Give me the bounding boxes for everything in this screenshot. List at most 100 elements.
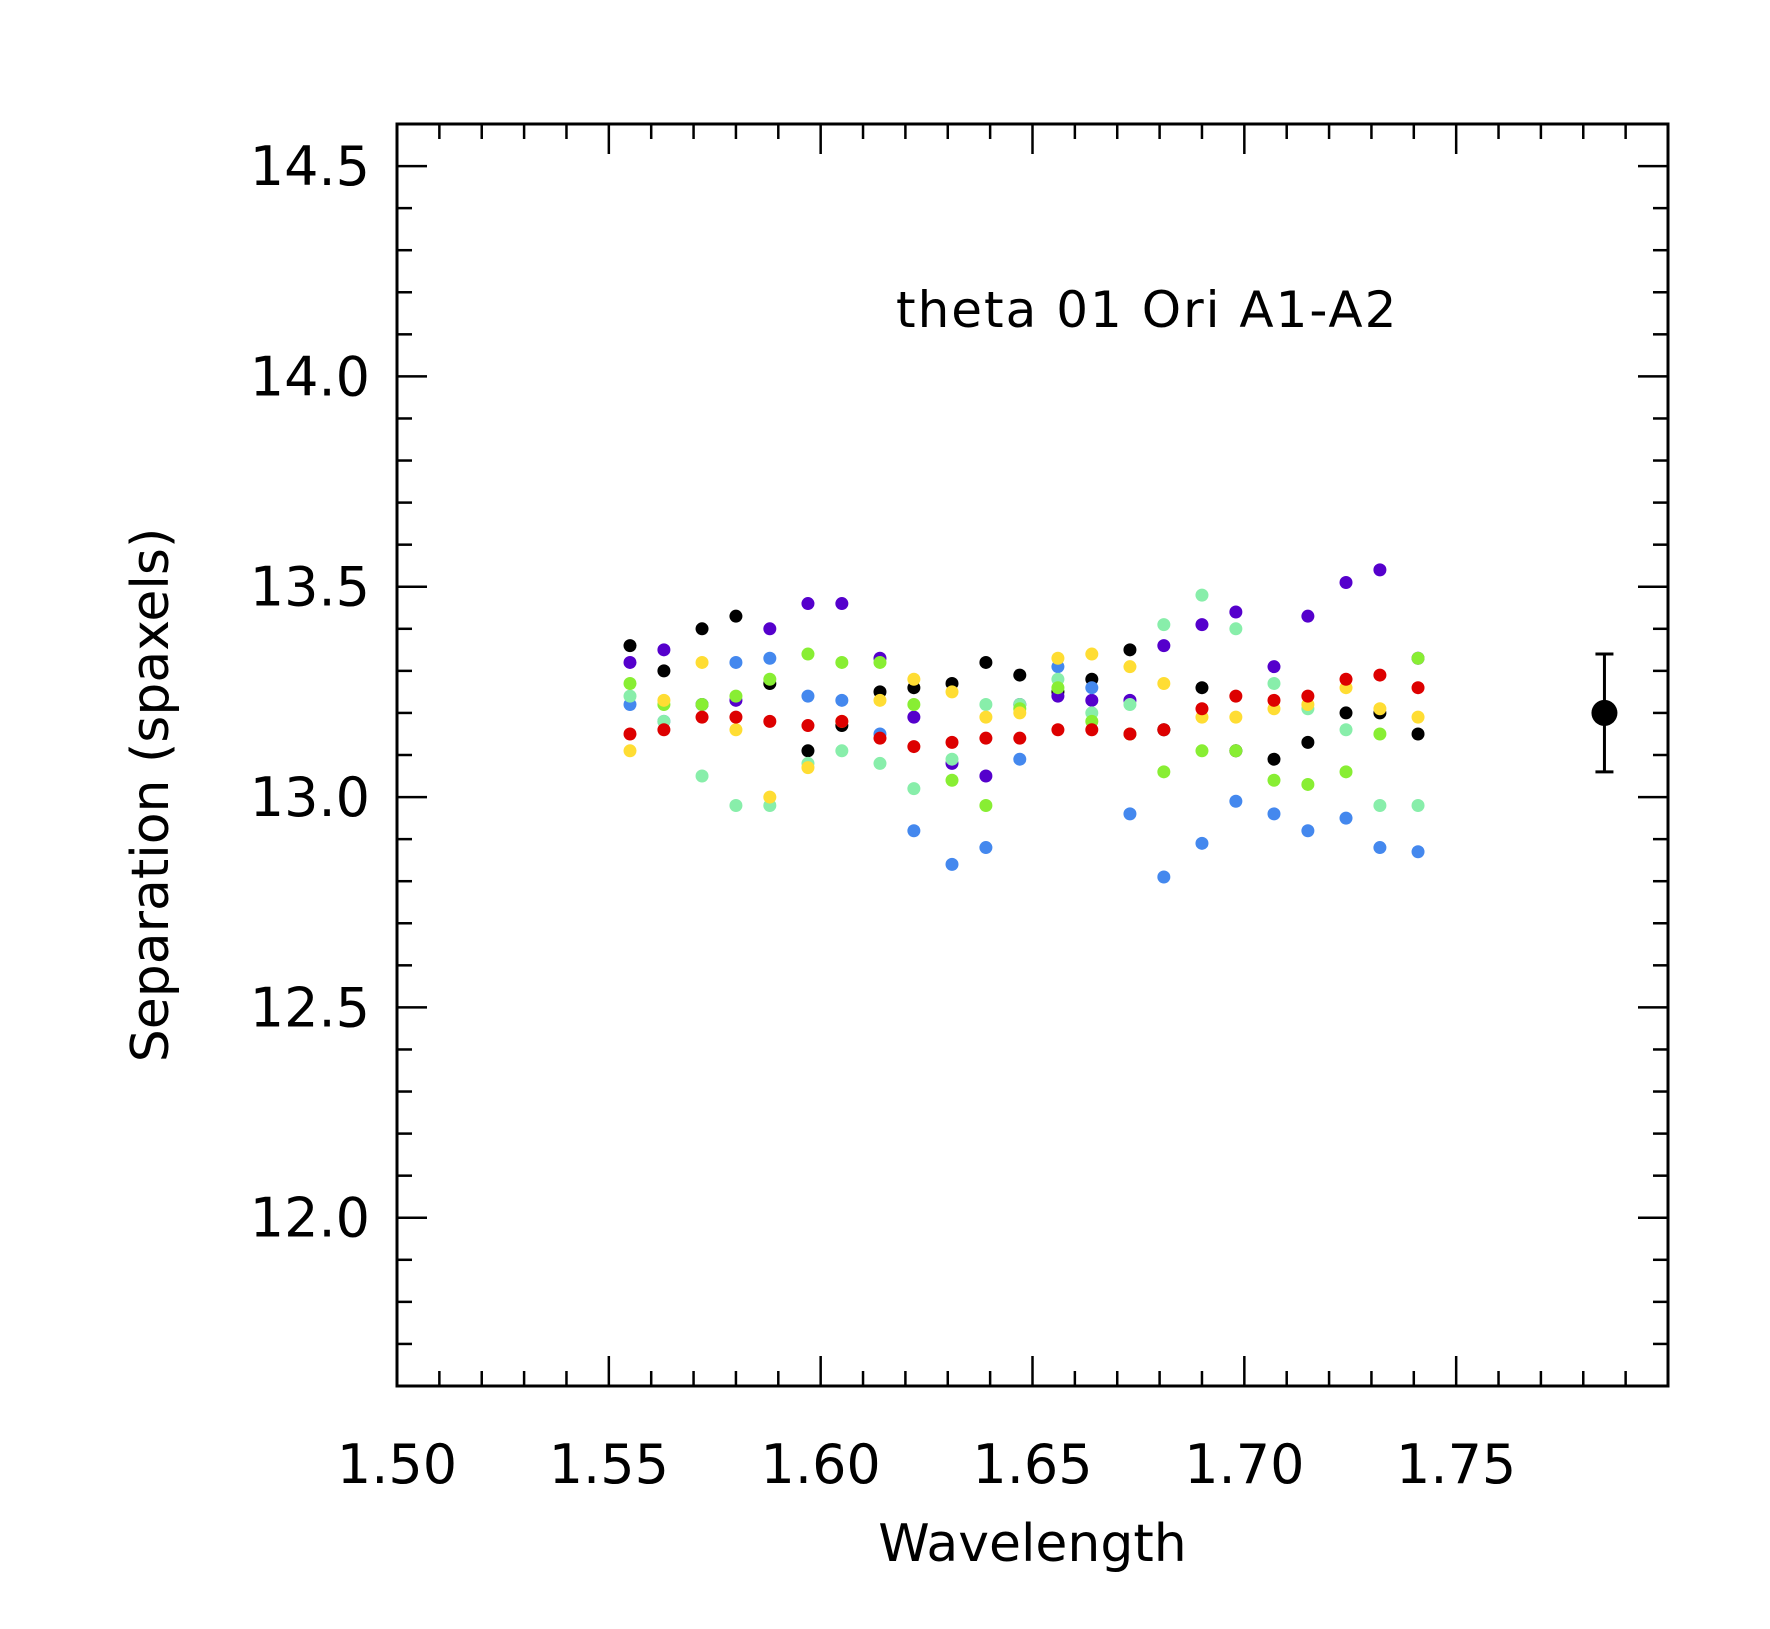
data-point <box>623 727 637 741</box>
data-point <box>1411 710 1425 724</box>
data-point <box>1411 681 1425 695</box>
data-point <box>1085 647 1099 661</box>
data-point <box>907 824 921 838</box>
chart-annotation: theta 01 Ori A1-A2 <box>896 281 1398 339</box>
data-point <box>1157 870 1171 884</box>
data-point <box>1411 727 1425 741</box>
x-tick-label: 1.70 <box>1184 1433 1304 1496</box>
data-point <box>623 655 637 669</box>
data-point <box>763 714 777 728</box>
data-point <box>1195 744 1209 758</box>
data-point <box>729 655 743 669</box>
data-point <box>1195 836 1209 850</box>
x-axis-tick-labels: 1.50 1.55 1.60 1.65 1.70 1.75 <box>337 1433 1516 1496</box>
data-point <box>907 782 921 796</box>
y-tick-label: 14.0 <box>250 345 370 408</box>
data-point <box>979 698 993 712</box>
data-point <box>763 672 777 686</box>
data-point <box>695 698 709 712</box>
x-tick-label: 1.55 <box>549 1433 669 1496</box>
data-point <box>801 744 815 758</box>
data-point <box>979 731 993 745</box>
data-point <box>1267 807 1281 821</box>
x-tick-label: 1.75 <box>1396 1433 1516 1496</box>
data-point <box>1123 660 1137 674</box>
data-point <box>623 639 637 653</box>
data-point <box>1267 676 1281 690</box>
data-point <box>763 622 777 636</box>
data-point <box>801 597 815 611</box>
data-point <box>1301 609 1315 623</box>
data-point <box>1373 727 1387 741</box>
data-point <box>1267 660 1281 674</box>
data-point <box>1339 723 1353 737</box>
data-point <box>695 655 709 669</box>
data-point <box>1267 773 1281 787</box>
data-point <box>1051 651 1065 665</box>
data-point <box>835 597 849 611</box>
error-bar-point <box>1591 699 1618 726</box>
data-point <box>623 689 637 703</box>
data-point <box>657 693 671 707</box>
data-point <box>979 710 993 724</box>
data-point <box>729 609 743 623</box>
data-point <box>763 790 777 804</box>
data-point <box>945 685 959 699</box>
data-point <box>801 719 815 733</box>
y-axis-tick-labels: 12.0 12.5 13.0 13.5 14.0 14.5 <box>250 135 370 1250</box>
data-point <box>1123 807 1137 821</box>
data-point <box>623 676 637 690</box>
x-axis-label: Wavelength <box>878 1514 1186 1574</box>
data-point <box>695 710 709 724</box>
data-point <box>695 622 709 636</box>
data-point <box>1013 668 1027 682</box>
data-point <box>1195 588 1209 602</box>
data-point <box>835 744 849 758</box>
data-point <box>1229 605 1243 619</box>
data-point <box>729 710 743 724</box>
data-point <box>1229 710 1243 724</box>
data-point <box>1157 676 1171 690</box>
data-point <box>1301 689 1315 703</box>
data-point <box>1123 643 1137 657</box>
x-tick-label: 1.60 <box>761 1433 881 1496</box>
data-point <box>979 655 993 669</box>
y-tick-label: 13.5 <box>250 556 370 619</box>
data-point <box>873 756 887 770</box>
data-point <box>623 744 637 758</box>
data-point <box>1157 639 1171 653</box>
plot-frame <box>395 122 1670 1388</box>
data-point <box>657 643 671 657</box>
data-point <box>1013 731 1027 745</box>
data-point <box>1229 689 1243 703</box>
data-point <box>1339 672 1353 686</box>
data-point <box>1373 668 1387 682</box>
data-point <box>945 857 959 871</box>
data-point <box>801 647 815 661</box>
y-tick-label: 14.5 <box>250 135 370 198</box>
data-point <box>1085 681 1099 695</box>
data-point <box>945 752 959 766</box>
data-point <box>657 723 671 737</box>
data-point <box>835 693 849 707</box>
data-point <box>1267 693 1281 707</box>
data-point <box>1195 618 1209 632</box>
data-point <box>801 689 815 703</box>
data-point <box>1373 798 1387 812</box>
data-point <box>979 769 993 783</box>
data-point <box>979 841 993 855</box>
data-point <box>1229 744 1243 758</box>
data-point <box>1339 706 1353 720</box>
data-point <box>1373 563 1387 577</box>
data-point <box>1157 765 1171 779</box>
data-point <box>657 664 671 678</box>
data-point <box>1051 723 1065 737</box>
data-point <box>835 655 849 669</box>
x-tick-label: 1.65 <box>972 1433 1092 1496</box>
data-point <box>1339 811 1353 825</box>
data-point <box>1085 693 1099 707</box>
data-point <box>873 655 887 669</box>
y-tick-label: 13.0 <box>250 766 370 829</box>
data-point <box>801 761 815 775</box>
data-point <box>907 710 921 724</box>
